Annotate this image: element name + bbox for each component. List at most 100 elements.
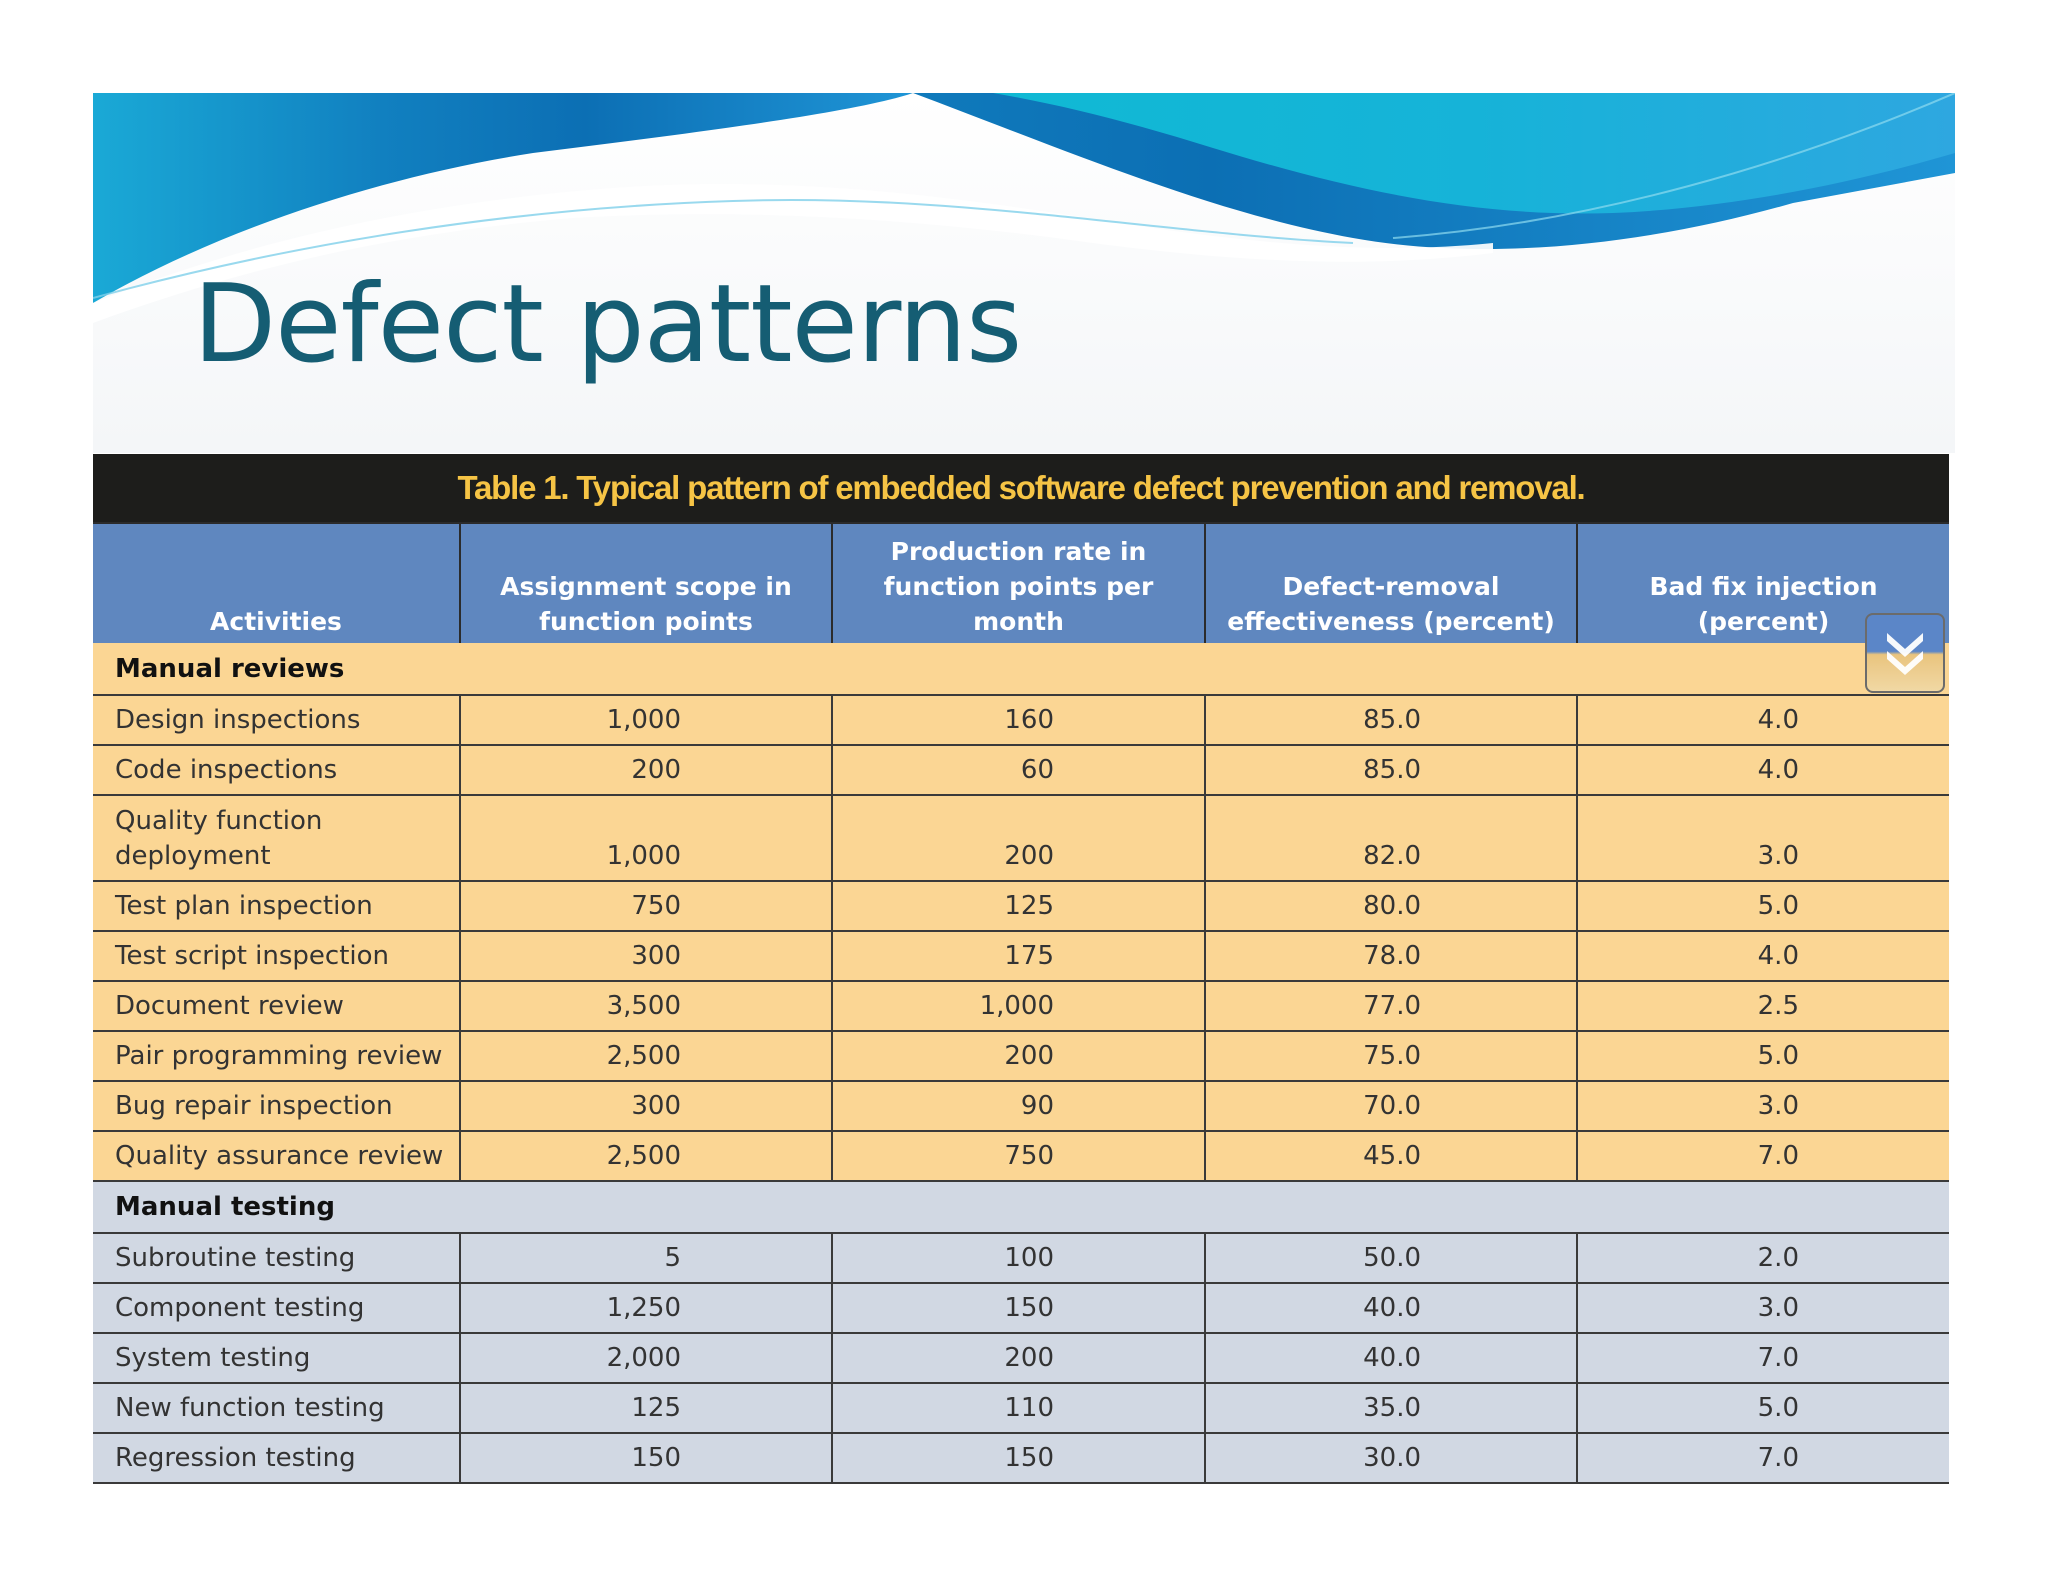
value-cell: 3.0 (1576, 1283, 1949, 1334)
value-cell: 5.0 (1576, 1031, 1949, 1082)
value-cell: 7.0 (1576, 1433, 1949, 1484)
header-bad-fix-injection: Bad fix injection (percent) (1576, 522, 1949, 643)
value-cell: 300 (459, 1081, 832, 1132)
value-cell: 77.0 (1204, 981, 1577, 1032)
activity-cell: Quality assurance review (93, 1131, 460, 1182)
table-row: Code inspections 200 60 85.0 4.0 (93, 745, 1949, 796)
value-cell: 150 (831, 1433, 1205, 1484)
header-assignment-scope: Assignment scope in function points (459, 522, 832, 643)
activity-cell: Code inspections (93, 745, 460, 796)
value-cell: 2.0 (1576, 1233, 1949, 1284)
header-activities: Activities (93, 522, 460, 643)
value-cell: 200 (831, 1031, 1205, 1082)
wave-banner (93, 93, 1955, 453)
value-cell: 50.0 (1204, 1233, 1577, 1284)
section-title: Manual testing (93, 1181, 1949, 1234)
table-row: Design inspections 1,000 160 85.0 4.0 (93, 695, 1949, 746)
value-cell: 1,000 (459, 795, 832, 882)
value-cell: 30.0 (1204, 1433, 1577, 1484)
value-cell: 2.5 (1576, 981, 1949, 1032)
activity-cell: Document review (93, 981, 460, 1032)
value-cell: 160 (831, 695, 1205, 746)
value-cell: 45.0 (1204, 1131, 1577, 1182)
activity-cell: Quality function deployment (93, 795, 460, 882)
activity-cell: Design inspections (93, 695, 460, 746)
activity-cell: Test plan inspection (93, 881, 460, 932)
activity-cell: Subroutine testing (93, 1233, 460, 1284)
activity-cell: Bug repair inspection (93, 1081, 460, 1132)
value-cell: 90 (831, 1081, 1205, 1132)
table-row: Test script inspection 300 175 78.0 4.0 (93, 931, 1949, 982)
value-cell: 750 (459, 881, 832, 932)
table-row: Test plan inspection 750 125 80.0 5.0 (93, 881, 1949, 932)
value-cell: 1,250 (459, 1283, 832, 1334)
value-cell: 4.0 (1576, 931, 1949, 982)
double-chevron-down-icon (1887, 633, 1923, 675)
value-cell: 110 (831, 1383, 1205, 1434)
value-cell: 4.0 (1576, 695, 1949, 746)
value-cell: 40.0 (1204, 1283, 1577, 1334)
value-cell: 2,000 (459, 1333, 832, 1384)
value-cell: 150 (459, 1433, 832, 1484)
value-cell: 2,500 (459, 1131, 832, 1182)
activity-cell: Component testing (93, 1283, 460, 1334)
data-table: Activities Assignment scope in function … (93, 522, 1949, 1484)
activity-cell: Pair programming review (93, 1031, 460, 1082)
table-caption: Table 1. Typical pattern of embedded sof… (93, 454, 1949, 522)
value-cell: 80.0 (1204, 881, 1577, 932)
value-cell: 75.0 (1204, 1031, 1577, 1082)
value-cell: 150 (831, 1283, 1205, 1334)
activity-cell: Test script inspection (93, 931, 460, 982)
value-cell: 78.0 (1204, 931, 1577, 982)
activity-cell: New function testing (93, 1383, 460, 1434)
value-cell: 2,500 (459, 1031, 832, 1082)
table-row: Quality assurance review 2,500 750 45.0 7.0 (93, 1131, 1949, 1182)
activity-cell: Regression testing (93, 1433, 460, 1484)
value-cell: 35.0 (1204, 1383, 1577, 1434)
value-cell: 1,000 (459, 695, 832, 746)
section-title: Manual reviews (93, 643, 1949, 696)
value-cell: 3,500 (459, 981, 832, 1032)
value-cell: 100 (831, 1233, 1205, 1284)
header-production-rate: Production rate in function points per m… (831, 522, 1205, 643)
table-row: Quality function deployment 1,000 200 82.0 3… (93, 795, 1949, 882)
header-row: Activities Assignment scope in function … (93, 522, 1949, 643)
slide: Defect patterns Table 1. Typical pattern… (93, 93, 1955, 1486)
value-cell: 5.0 (1576, 1383, 1949, 1434)
table-row: Component testing 1,250 150 40.0 3.0 (93, 1283, 1949, 1334)
table-row: Regression testing 150 150 30.0 7.0 (93, 1433, 1949, 1484)
value-cell: 125 (831, 881, 1205, 932)
section-header-row: Manual reviews (93, 643, 1949, 696)
value-cell: 750 (831, 1131, 1205, 1182)
value-cell: 5.0 (1576, 881, 1949, 932)
value-cell: 3.0 (1576, 1081, 1949, 1132)
value-cell: 300 (459, 931, 832, 982)
value-cell: 7.0 (1576, 1333, 1949, 1384)
section-header-row: Manual testing (93, 1181, 1949, 1234)
table-row: Pair programming review 2,500 200 75.0 5.0 (93, 1031, 1949, 1082)
table-row: New function testing 125 110 35.0 5.0 (93, 1383, 1949, 1434)
value-cell: 82.0 (1204, 795, 1577, 882)
table-row: System testing 2,000 200 40.0 7.0 (93, 1333, 1949, 1384)
slide-title: Defect patterns (193, 262, 1022, 387)
value-cell: 200 (831, 1333, 1205, 1384)
value-cell: 85.0 (1204, 695, 1577, 746)
value-cell: 200 (459, 745, 832, 796)
value-cell: 7.0 (1576, 1131, 1949, 1182)
table-row: Document review 3,500 1,000 77.0 2.5 (93, 981, 1949, 1032)
activity-cell: System testing (93, 1333, 460, 1384)
header-defect-removal: Defect-removal effectiveness (percent) (1204, 522, 1577, 643)
value-cell: 60 (831, 745, 1205, 796)
table-row: Bug repair inspection 300 90 70.0 3.0 (93, 1081, 1949, 1132)
value-cell: 175 (831, 931, 1205, 982)
value-cell: 200 (831, 795, 1205, 882)
defect-table: Table 1. Typical pattern of embedded sof… (93, 454, 1949, 1484)
table-row: Subroutine testing 5 100 50.0 2.0 (93, 1233, 1949, 1284)
value-cell: 3.0 (1576, 795, 1949, 882)
value-cell: 4.0 (1576, 745, 1949, 796)
value-cell: 1,000 (831, 981, 1205, 1032)
value-cell: 70.0 (1204, 1081, 1577, 1132)
value-cell: 85.0 (1204, 745, 1577, 796)
scroll-down-button[interactable] (1865, 613, 1945, 693)
value-cell: 125 (459, 1383, 832, 1434)
